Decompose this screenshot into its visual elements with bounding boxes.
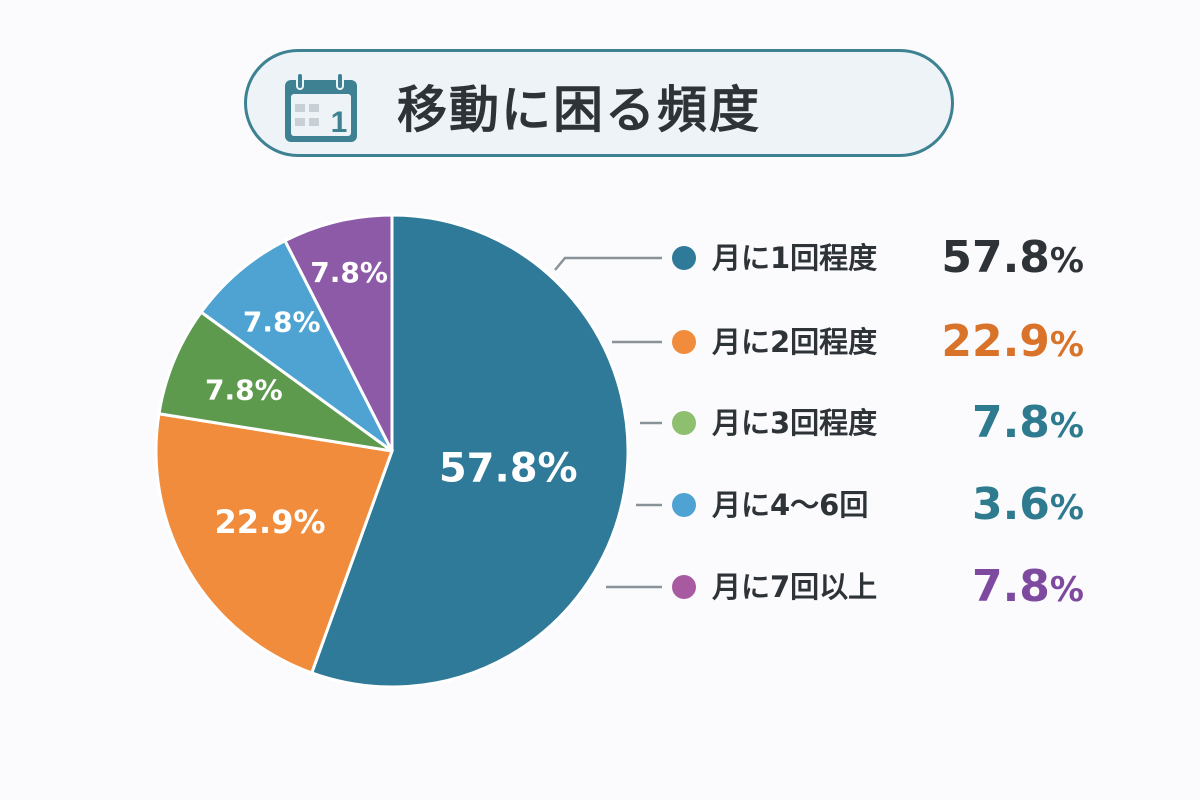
percent-sign: % — [1049, 325, 1084, 365]
legend-item: 月に1回程度 57.8% — [672, 232, 1092, 283]
legend-number: 3.6 — [971, 479, 1050, 530]
pie-label: 7.8% — [205, 373, 283, 406]
percent-sign: % — [1049, 406, 1084, 446]
legend-item: 月に3回程度 7.8% — [672, 397, 1092, 448]
legend-label: 月に7回以上 — [712, 570, 878, 604]
pie-slice — [157, 310, 393, 453]
pie-slice — [309, 213, 630, 689]
legend-label: 月に3回程度 — [712, 406, 878, 440]
leader-line — [554, 256, 662, 271]
pie-label: 22.9% — [215, 503, 326, 541]
legend-item: 月に4〜6回 3.6% — [672, 479, 1092, 530]
legend-label: 月に1回程度 — [712, 241, 878, 275]
legend-dot — [672, 330, 696, 354]
legend-number: 57.8 — [941, 232, 1050, 283]
legend-value: 7.8% — [972, 561, 1084, 616]
percent-sign: % — [1049, 570, 1084, 610]
legend-label: 月に2回程度 — [712, 325, 878, 359]
legend-value: 3.6% — [972, 479, 1084, 534]
legend-dot — [672, 411, 696, 435]
legend-label: 月に4〜6回 — [712, 488, 869, 522]
legend-dot — [672, 575, 696, 599]
pie-label: 7.8% — [310, 256, 388, 289]
pie-label: 57.8% — [439, 445, 578, 491]
pie-slice — [282, 213, 394, 452]
svg-text:1: 1 — [331, 106, 348, 139]
legend-number: 7.8 — [971, 397, 1050, 448]
calendar-icon: 1 — [285, 72, 357, 142]
legend-number: 22.9 — [941, 316, 1050, 367]
legend-number: 7.8 — [971, 561, 1050, 612]
percent-sign: % — [1049, 241, 1084, 281]
legend-dot — [672, 493, 696, 517]
title-banner: 1 移動に困る頻度 — [244, 49, 954, 157]
legend-value: 57.8% — [941, 232, 1084, 287]
pie-slice — [199, 238, 394, 453]
legend-dot — [672, 246, 696, 270]
percent-sign: % — [1049, 488, 1084, 528]
chart-title: 移動に困る頻度 — [397, 81, 761, 139]
legend-value: 7.8% — [972, 397, 1084, 452]
legend-item: 月に7回以上 7.8% — [672, 561, 1092, 612]
pie-slice — [154, 412, 395, 675]
legend-value: 22.9% — [941, 316, 1084, 371]
pie-label: 7.8% — [243, 306, 321, 339]
legend-item: 月に2回程度 22.9% — [672, 316, 1092, 367]
